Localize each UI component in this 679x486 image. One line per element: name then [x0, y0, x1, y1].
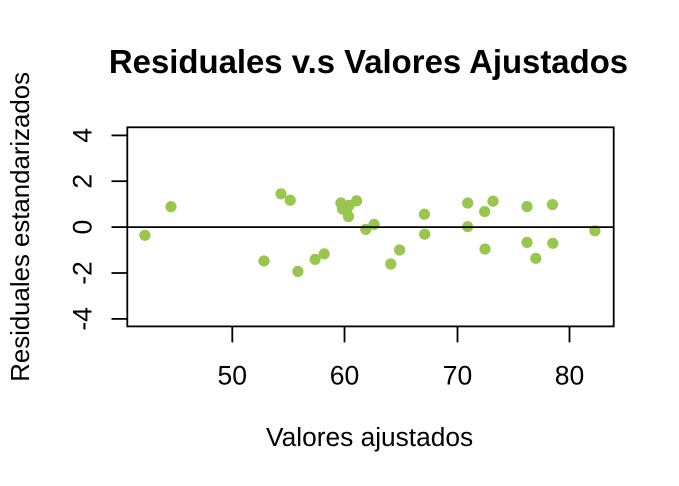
svg-text:4: 4	[67, 128, 97, 143]
svg-text:Residuales estandarizados: Residuales estandarizados	[7, 72, 35, 382]
svg-text:0: 0	[67, 220, 97, 235]
svg-text:-4: -4	[67, 307, 97, 331]
svg-text:60: 60	[330, 360, 359, 390]
svg-text:Residuales v.s Valores Ajustad: Residuales v.s Valores Ajustados	[109, 43, 628, 80]
svg-text:2: 2	[67, 174, 97, 189]
svg-text:Valores ajustados: Valores ajustados	[266, 422, 473, 452]
svg-text:70: 70	[443, 360, 472, 390]
svg-text:80: 80	[555, 360, 584, 390]
svg-text:50: 50	[218, 360, 247, 390]
svg-text:-2: -2	[67, 261, 97, 285]
